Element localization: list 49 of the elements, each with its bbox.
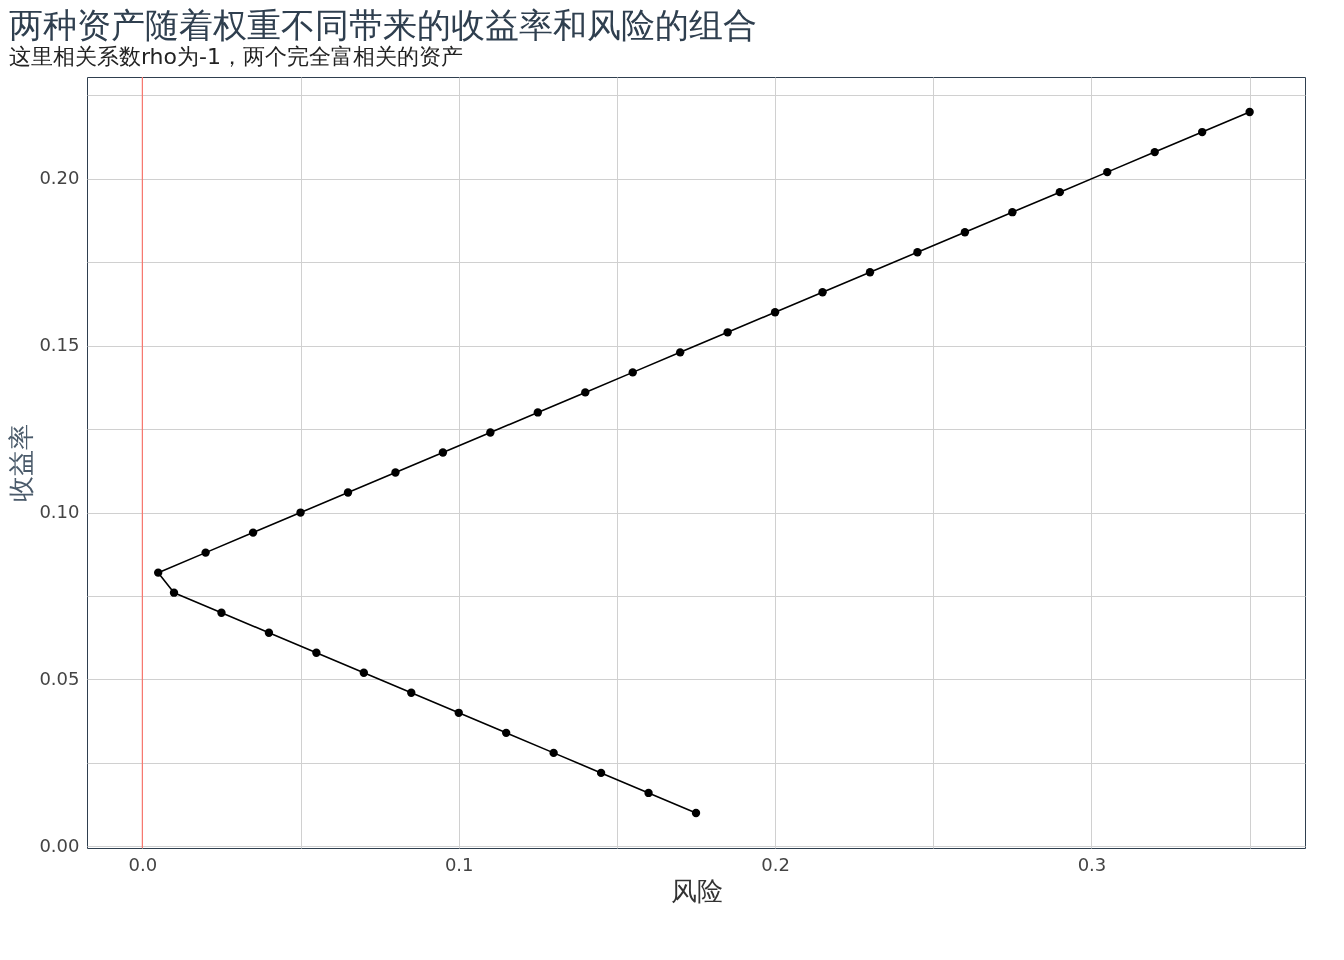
point <box>169 588 179 597</box>
point <box>644 788 653 798</box>
point <box>343 488 353 497</box>
point <box>1055 187 1064 197</box>
point <box>960 228 970 237</box>
point <box>407 688 416 697</box>
point <box>628 368 637 377</box>
point <box>723 328 732 337</box>
point <box>865 268 875 277</box>
chart-subtitle: 这里相关系数rho为-1，两个完全富相关的资产 <box>8 44 463 70</box>
point <box>1198 127 1207 137</box>
y-axis-title: 收益率 <box>6 424 37 502</box>
point <box>359 668 368 677</box>
y-tick-label: 0.10 <box>39 501 80 523</box>
point <box>154 568 163 577</box>
x-axis-title: 风险 <box>670 875 723 906</box>
point <box>676 348 685 357</box>
y-tick-label: 0.20 <box>39 167 80 189</box>
x-tick-label: 0.1 <box>444 853 474 875</box>
point <box>913 248 922 257</box>
point <box>296 508 305 517</box>
point <box>1103 167 1112 177</box>
point <box>1150 147 1159 157</box>
point <box>454 708 463 717</box>
point <box>1008 208 1017 217</box>
y-tick-label: 0.00 <box>39 834 80 856</box>
point <box>201 548 210 557</box>
point <box>502 728 511 738</box>
point <box>549 748 558 758</box>
point <box>770 308 780 317</box>
point <box>264 628 274 637</box>
point <box>486 428 495 437</box>
point <box>596 768 606 778</box>
point <box>248 528 258 537</box>
x-tick-label: 0.0 <box>128 853 158 875</box>
y-tick-label: 0.05 <box>39 667 80 689</box>
point <box>691 808 701 818</box>
x-tick-label: 0.2 <box>761 853 790 875</box>
point <box>581 388 590 397</box>
point <box>533 408 542 417</box>
point <box>438 448 448 457</box>
x-tick-label: 0.3 <box>1077 853 1107 875</box>
chart-title: 两种资产随着权重不同带来的收益率和风险的组合 <box>8 5 757 46</box>
point <box>818 288 827 297</box>
point <box>312 648 321 657</box>
point <box>391 468 400 477</box>
point <box>1245 107 1254 117</box>
point <box>217 608 226 617</box>
y-tick-label: 0.15 <box>39 334 80 356</box>
